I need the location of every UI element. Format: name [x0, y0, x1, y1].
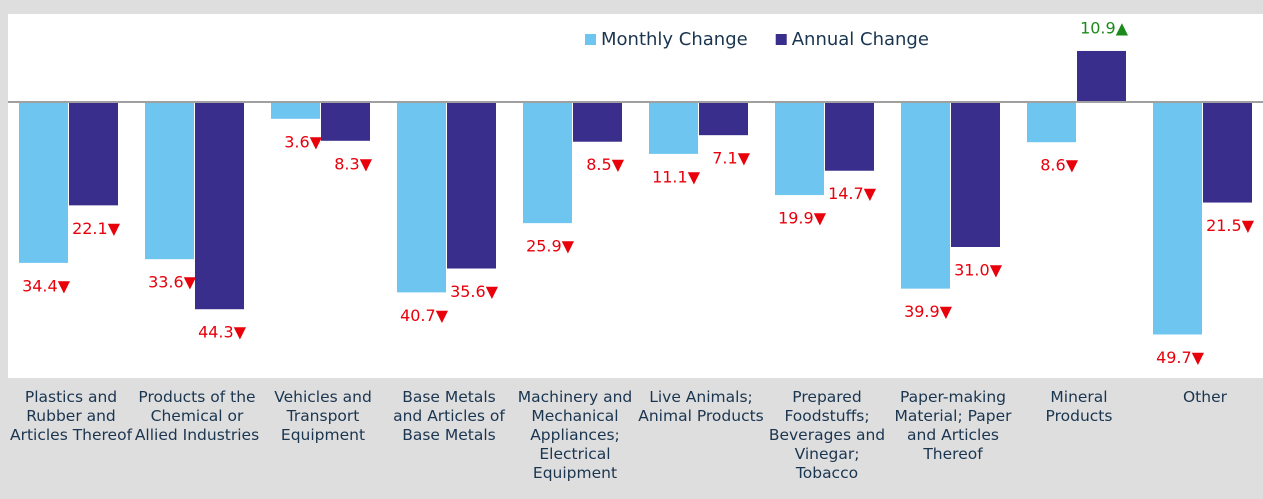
data-label: 3.6▼ [284, 132, 322, 151]
x-tick-label: Paper-making Material; Paper and Article… [894, 388, 1012, 463]
bar [145, 101, 194, 260]
bar [775, 101, 824, 196]
x-tick-label: Base Metals and Articles of Base Metals [393, 388, 505, 444]
data-label: 39.9▼ [904, 302, 953, 321]
x-tick-label: Mineral Products [1045, 388, 1113, 425]
data-label: 34.4▼ [22, 276, 71, 295]
bar [447, 101, 496, 269]
data-label: 8.5▼ [586, 155, 624, 174]
x-tick-label: Live Animals; Animal Products [638, 388, 764, 425]
legend-label: Monthly Change [601, 29, 748, 50]
data-label: 19.9▼ [778, 209, 827, 228]
bar [321, 101, 370, 141]
x-tick-label: Plastics and Rubber and Articles Thereof [9, 388, 133, 444]
bar [1077, 50, 1126, 102]
bar [19, 101, 68, 263]
data-label: 25.9▼ [526, 237, 575, 256]
legend-swatch [585, 34, 596, 45]
x-tick-label: Vehicles and Transport Equipment [274, 388, 372, 444]
x-tick-label: Other [1182, 388, 1227, 406]
data-label: 44.3▼ [198, 323, 247, 342]
bar [523, 101, 572, 224]
x-tick-label: Products of the Chemical or Allied Indus… [134, 388, 260, 444]
bar [271, 101, 320, 119]
data-label: 31.0▼ [954, 260, 1003, 279]
legend-label: Annual Change [792, 29, 929, 50]
bar [1153, 101, 1202, 335]
legend-swatch [775, 34, 787, 45]
data-label: 40.7▼ [400, 306, 449, 325]
data-label: 7.1▼ [712, 149, 750, 168]
data-label: 8.6▼ [1040, 156, 1078, 175]
bar [1203, 101, 1252, 203]
bar [1027, 101, 1076, 143]
bar [69, 101, 118, 206]
bar [649, 101, 698, 154]
data-label: 11.1▼ [652, 167, 701, 186]
data-label: 49.7▼ [1156, 348, 1205, 367]
data-label: 35.6▼ [450, 282, 499, 301]
bar [573, 101, 622, 142]
data-label: 33.6▼ [148, 273, 197, 292]
data-label: 14.7▼ [828, 184, 877, 203]
data-label: 10.9▲ [1080, 18, 1129, 37]
bar [397, 101, 446, 293]
bar [901, 101, 950, 289]
x-tick-label: Prepared Foodstuffs; Beverages and Vineg… [768, 388, 886, 482]
x-tick-label: Machinery and Mechanical Appliances; Ele… [517, 388, 633, 482]
bar [951, 101, 1000, 247]
bar [825, 101, 874, 171]
data-label: 8.3▼ [334, 154, 372, 173]
bar [699, 101, 748, 136]
bar [195, 101, 244, 310]
data-label: 21.5▼ [1206, 216, 1255, 235]
data-label: 22.1▼ [72, 219, 121, 238]
